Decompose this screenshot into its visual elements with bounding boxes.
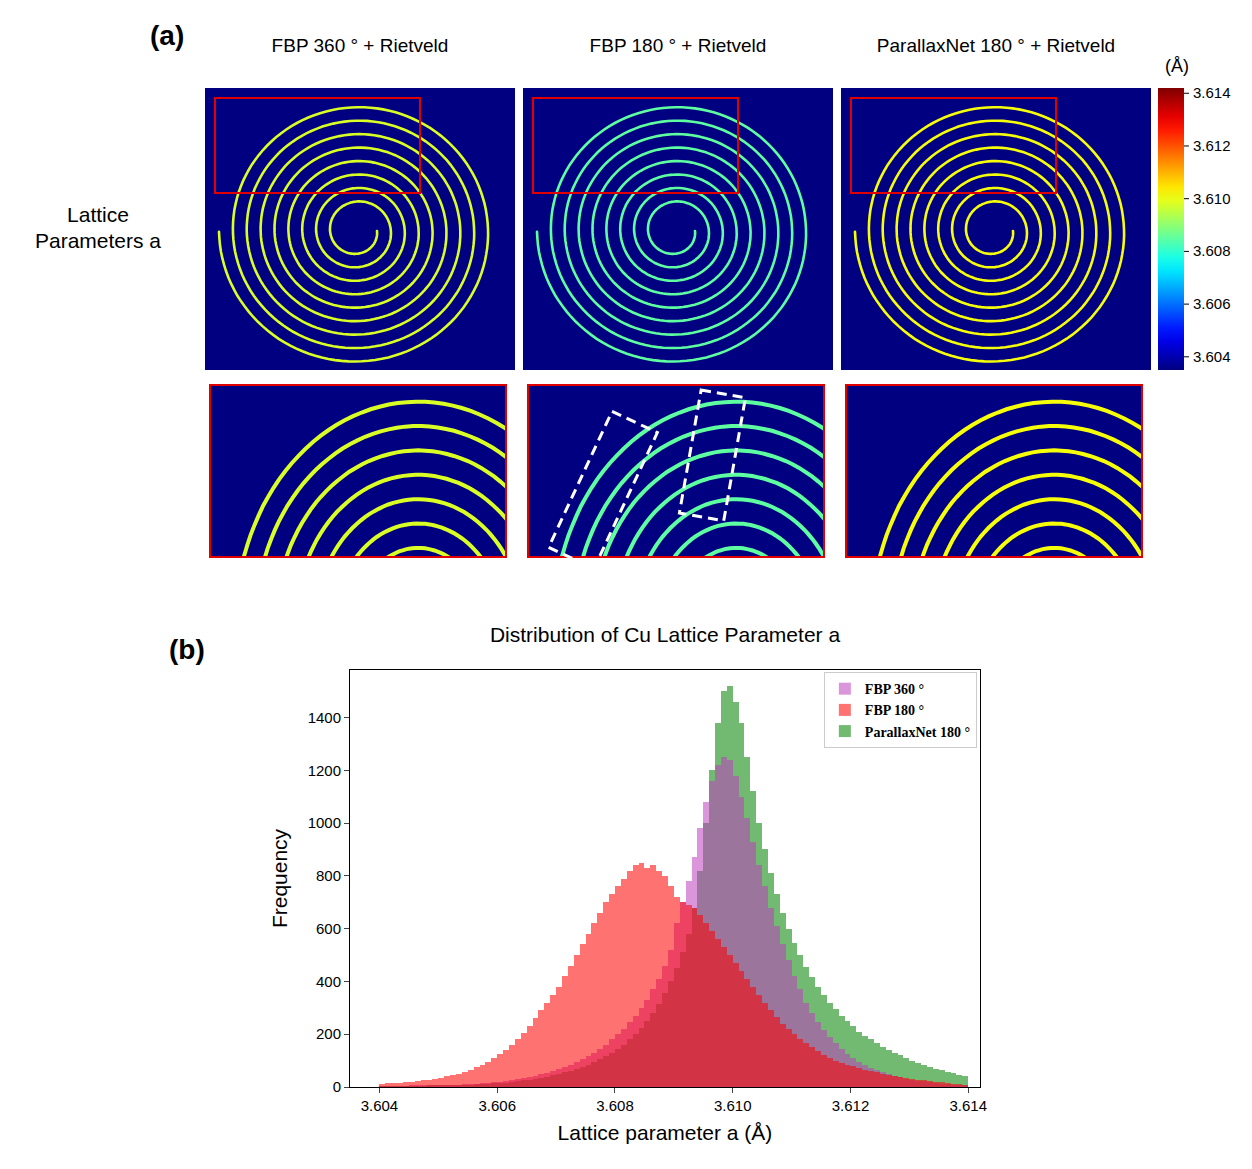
svg-text:0: 0	[333, 1078, 341, 1095]
svg-text:1200: 1200	[308, 762, 341, 779]
svg-text:(a): (a)	[150, 20, 184, 51]
svg-text:FBP 360 °: FBP 360 °	[865, 682, 924, 697]
svg-text:ParallaxNet 180 °: ParallaxNet 180 °	[865, 725, 970, 740]
svg-text:3.606: 3.606	[1193, 295, 1231, 312]
svg-text:3.610: 3.610	[714, 1097, 752, 1114]
svg-text:3.608: 3.608	[1193, 242, 1231, 259]
svg-text:3.612: 3.612	[1193, 137, 1231, 154]
svg-text:3.606: 3.606	[478, 1097, 516, 1114]
svg-text:Lattice: Lattice	[67, 203, 129, 226]
svg-text:1000: 1000	[308, 814, 341, 831]
svg-text:400: 400	[316, 973, 341, 990]
svg-text:3.612: 3.612	[832, 1097, 870, 1114]
svg-text:(b): (b)	[169, 634, 205, 665]
svg-text:Frequency: Frequency	[268, 828, 291, 928]
svg-text:200: 200	[316, 1025, 341, 1042]
svg-text:FBP 180 °: FBP 180 °	[865, 703, 924, 718]
svg-text:FBP 180 ° + Rietveld: FBP 180 ° + Rietveld	[590, 35, 767, 56]
svg-text:3.610: 3.610	[1193, 190, 1231, 207]
svg-text:Parameters a: Parameters a	[35, 229, 161, 252]
svg-text:Lattice parameter a (Å): Lattice parameter a (Å)	[558, 1121, 773, 1144]
svg-text:(Å): (Å)	[1165, 56, 1189, 76]
svg-text:3.604: 3.604	[1193, 348, 1231, 365]
svg-text:3.614: 3.614	[1193, 84, 1231, 101]
svg-text:3.614: 3.614	[949, 1097, 987, 1114]
svg-text:3.608: 3.608	[596, 1097, 634, 1114]
svg-text:3.604: 3.604	[361, 1097, 399, 1114]
svg-text:ParallaxNet 180 ° + Rietveld: ParallaxNet 180 ° + Rietveld	[877, 35, 1115, 56]
svg-text:FBP 360 ° + Rietveld: FBP 360 ° + Rietveld	[272, 35, 449, 56]
svg-text:1400: 1400	[308, 709, 341, 726]
svg-text:Distribution of Cu Lattice Par: Distribution of Cu Lattice Parameter a	[490, 623, 840, 646]
svg-text:800: 800	[316, 867, 341, 884]
svg-text:600: 600	[316, 920, 341, 937]
